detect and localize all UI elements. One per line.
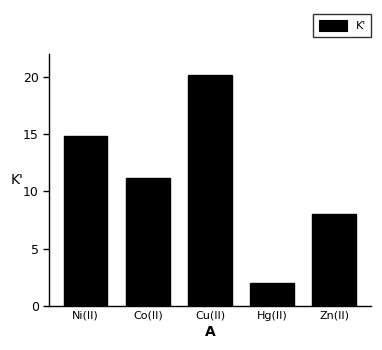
Y-axis label: K': K' — [11, 173, 24, 187]
Bar — [64, 136, 107, 306]
Bar — [250, 283, 294, 306]
Bar — [126, 178, 170, 306]
Bar — [312, 214, 356, 306]
X-axis label: A: A — [205, 325, 215, 339]
Bar — [188, 75, 232, 306]
Legend: K': K' — [313, 14, 371, 37]
